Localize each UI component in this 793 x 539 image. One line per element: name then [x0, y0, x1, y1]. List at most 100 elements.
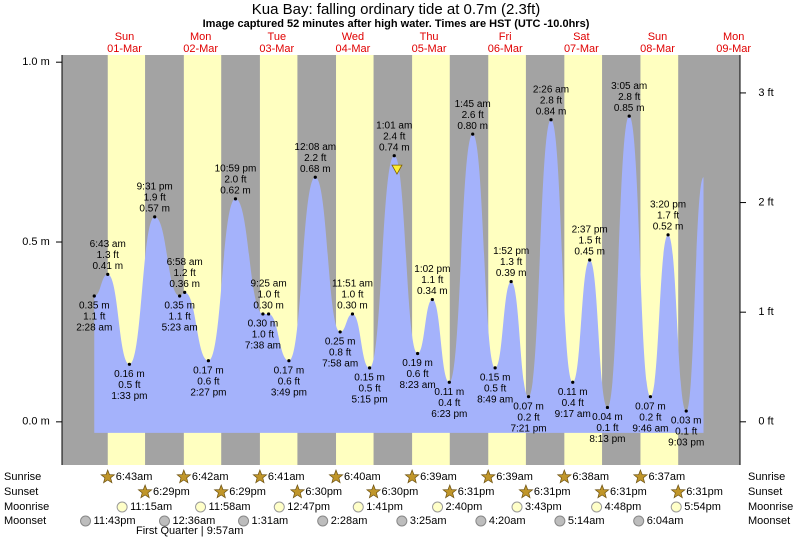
height-ft-label: 1.3 ft: [500, 257, 522, 268]
height-ft-label: 0.2 ft: [639, 412, 661, 423]
height-ft-label: 2.4 ft: [383, 131, 405, 142]
day-date: 01-Mar: [107, 43, 142, 55]
day-name: Mon: [190, 31, 211, 43]
time-label: 2:27 pm: [190, 387, 226, 398]
height-m-label: 0.15 m: [480, 373, 511, 384]
time-label: 2:37 pm: [572, 225, 608, 236]
tide-area: [94, 116, 704, 433]
time-label: 5:15 pm: [352, 395, 388, 406]
sun-icon: [213, 484, 229, 499]
row-label-right: Moonrise: [748, 501, 793, 513]
day-name: Tue: [268, 31, 287, 43]
tide-point: [415, 351, 420, 356]
event-time: 2:28am: [331, 515, 368, 527]
sun-icon: [176, 469, 192, 484]
height-m-label: 0.30 m: [337, 301, 368, 312]
sun-icon: [100, 469, 116, 484]
moonset-icon: [475, 515, 487, 527]
day-name: Sun: [648, 31, 668, 43]
tide-point: [684, 409, 688, 413]
time-label: 3:20 pm: [650, 199, 686, 210]
tide-point: [627, 114, 631, 118]
event-time: 1:31am: [252, 515, 289, 527]
event-time: 6:41am: [268, 471, 305, 483]
row-label-right: Sunset: [748, 486, 782, 498]
tide-point: [153, 215, 157, 219]
day-name: Sat: [573, 31, 590, 43]
height-ft-label: 0.6 ft: [406, 369, 428, 380]
moonrise-icon: [670, 501, 682, 513]
event-time: 4:20am: [489, 515, 526, 527]
y-tick-label: 0.0 m: [22, 416, 50, 428]
height-m-label: 0.52 m: [653, 221, 684, 232]
event-time: 11:43pm: [94, 515, 136, 527]
moonset-icon: [554, 515, 566, 527]
plot-area: [62, 55, 740, 465]
time-label: 11:51 am: [332, 279, 373, 290]
height-ft-label: 1.1 ft: [169, 312, 191, 323]
tide-point: [92, 294, 96, 298]
time-label: 1:01 am: [376, 120, 412, 131]
tide-point: [350, 312, 355, 316]
tide-point: [605, 405, 610, 410]
event-time: 6:29pm: [229, 486, 266, 498]
height-ft-label: 0.6 ft: [278, 376, 300, 387]
tide-point: [206, 359, 211, 363]
event-time: 6:31pm: [534, 486, 571, 498]
row-label-right: Sunrise: [748, 471, 785, 483]
height-m-label: 0.25 m: [325, 337, 356, 348]
tide-point: [666, 233, 670, 237]
moonrise-icon: [591, 501, 603, 513]
height-ft-label: 0.8 ft: [329, 348, 351, 359]
height-m-label: 0.34 m: [417, 286, 448, 297]
time-label: 1:52 pm: [493, 246, 529, 257]
event-time: 11:58am: [209, 501, 251, 513]
event-time: 2:40pm: [446, 501, 483, 513]
height-ft-label: 2.0 ft: [224, 175, 246, 186]
sun-icon: [404, 469, 420, 484]
time-label: 3:05 am: [611, 81, 647, 92]
height-ft-label: 0.5 ft: [484, 384, 506, 395]
height-ft-label: 1.3 ft: [97, 250, 119, 261]
height-ft-label: 1.9 ft: [144, 192, 166, 203]
event-time: 6:39am: [420, 471, 457, 483]
sun-icon: [328, 469, 344, 484]
event-time: 3:43pm: [525, 501, 562, 513]
height-ft-label: 1.2 ft: [174, 268, 196, 279]
event-time: 6:37am: [648, 471, 685, 483]
event-time: 6:38am: [572, 471, 609, 483]
y-tick-label: 1.0 m: [22, 56, 50, 68]
height-m-label: 0.41 m: [92, 261, 123, 272]
tide-point: [392, 154, 396, 158]
day-date: 09-Mar: [716, 43, 751, 55]
height-ft-label: 0.4 ft: [562, 398, 584, 409]
tide-point: [313, 175, 317, 179]
row-label-right: Moonset: [748, 515, 790, 527]
row-label: Moonset: [4, 515, 46, 527]
height-ft-label: 0.5 ft: [358, 384, 380, 395]
height-ft-label: 0.2 ft: [517, 412, 539, 423]
chart-subtitle: Image captured 52 minutes after high wat…: [203, 18, 590, 30]
time-label: 1:45 am: [455, 99, 491, 110]
day-date: 02-Mar: [183, 43, 218, 55]
height-ft-label: 1.0 ft: [257, 290, 279, 301]
time-label: 12:08 am: [294, 142, 336, 153]
height-m-label: 0.11 m: [558, 387, 588, 398]
day-name: Mon: [723, 31, 744, 43]
height-m-label: 0.45 m: [574, 247, 605, 258]
height-m-label: 0.84 m: [536, 106, 567, 117]
moonrise-icon: [432, 501, 444, 513]
time-label: 6:43 am: [90, 239, 126, 250]
time-label: 8:23 am: [400, 380, 436, 391]
tide-point: [648, 395, 653, 399]
tide-point: [471, 132, 475, 136]
row-label: Sunset: [4, 486, 38, 498]
height-m-label: 0.35 m: [79, 301, 110, 312]
height-m-label: 0.80 m: [457, 121, 488, 132]
height-m-label: 0.68 m: [300, 164, 331, 175]
time-label: 9:03 pm: [668, 438, 704, 449]
sun-icon: [442, 484, 458, 499]
day-name: Thu: [420, 31, 439, 43]
event-time: 6:29pm: [153, 486, 190, 498]
tide-point: [367, 366, 372, 370]
